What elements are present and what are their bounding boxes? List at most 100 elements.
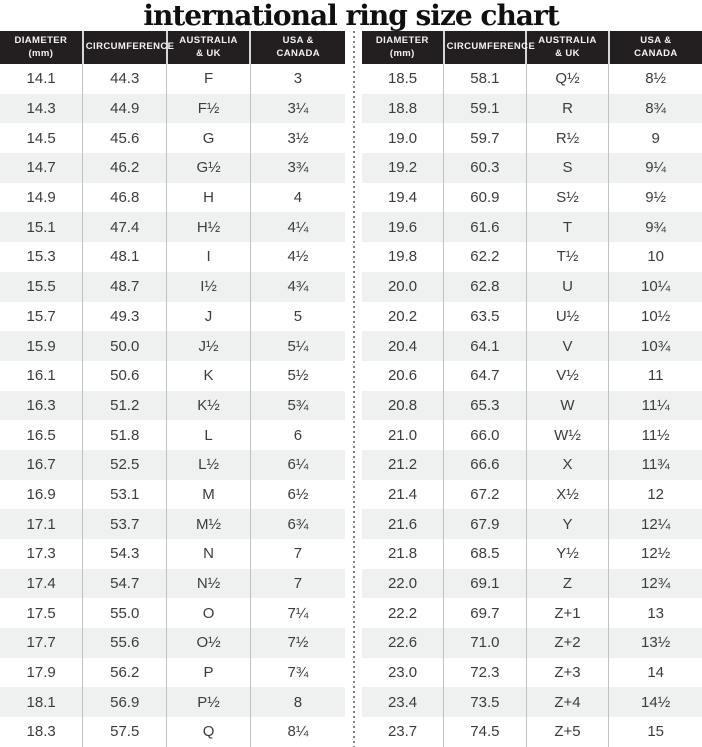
table-cell: P xyxy=(166,657,251,688)
table-cell: 18.3 xyxy=(0,717,83,747)
table-cell: 13½ xyxy=(608,628,702,658)
table-cell: U½ xyxy=(525,301,609,332)
table-cell: 21.6 xyxy=(362,509,444,539)
table-cell: 19.2 xyxy=(362,153,444,183)
table-cell: 51.2 xyxy=(82,390,167,421)
table-cell: 64.1 xyxy=(443,331,527,361)
table-cell: I xyxy=(166,242,251,272)
table-cell: 21.0 xyxy=(362,420,444,450)
table-row: 18.8 59.1 R 8¾ xyxy=(362,93,702,124)
table-cell: 45.6 xyxy=(82,123,167,154)
table-cell: 17.9 xyxy=(0,657,83,688)
table-cell: O½ xyxy=(166,628,251,658)
table-cell: 8¾ xyxy=(608,93,702,124)
table-cell: 14 xyxy=(608,657,702,688)
table-cell: 21.2 xyxy=(362,449,444,480)
ring-size-table-right: DIAMETER (mm) CIRCUMFERENCE AUSTRALIA & UK US… xyxy=(362,31,702,747)
table-cell: 74.5 xyxy=(443,717,527,747)
table-cell: 3½ xyxy=(249,123,345,154)
table-cell: 14.1 xyxy=(0,64,83,94)
table-cell: 56.2 xyxy=(82,657,167,688)
table-cell: 5½ xyxy=(249,360,345,391)
table-cell: 9¾ xyxy=(608,212,702,243)
table-row: 17.4 54.7 N½ 7 xyxy=(0,568,345,599)
table-row: 17.9 56.2 P 7¾ xyxy=(0,657,345,688)
table-cell: 20.6 xyxy=(362,360,444,391)
table-cell: 46.2 xyxy=(82,153,167,183)
table-row: 15.3 48.1 I 4½ xyxy=(0,242,345,272)
table-cell: 20.2 xyxy=(362,301,444,332)
table-cell: I½ xyxy=(166,271,251,302)
table-cell: W½ xyxy=(525,420,609,450)
table-cell: 16.7 xyxy=(0,449,83,480)
table-cell: 9½ xyxy=(608,182,702,213)
table-cell: 60.9 xyxy=(443,182,527,213)
table-cell: 8½ xyxy=(608,64,702,94)
table-cell: 6¼ xyxy=(249,449,345,480)
table-cell: 4¾ xyxy=(249,271,345,302)
table-cell: 10¾ xyxy=(608,331,702,361)
table-cell: 19.6 xyxy=(362,212,444,243)
table-cell: L xyxy=(166,420,251,450)
table-cell: Q xyxy=(166,717,251,747)
table-cell: 17.1 xyxy=(0,509,83,539)
table-cell: Z+2 xyxy=(525,628,609,658)
table-row: 17.3 54.3 N 7 xyxy=(0,539,345,569)
table-cell: 3 xyxy=(249,64,345,94)
table-cell: J xyxy=(166,301,251,332)
column-header: AUSTRALIA & UK xyxy=(165,31,251,64)
table-cell: 12¾ xyxy=(608,568,702,599)
table-cell: Z+4 xyxy=(525,687,609,718)
table-cell: W xyxy=(525,390,609,421)
table-cell: 15 xyxy=(608,717,702,747)
table-cell: Q½ xyxy=(525,64,609,94)
table-cell: 17.7 xyxy=(0,628,83,658)
table-cell: S½ xyxy=(525,182,609,213)
table-cell: X xyxy=(525,449,609,480)
table-row: 19.6 61.6 T 9¾ xyxy=(362,212,702,243)
table-cell: 54.7 xyxy=(82,568,167,599)
table-cell: 46.8 xyxy=(82,182,167,213)
table-cell: 4½ xyxy=(249,242,345,272)
table-cell: 8¼ xyxy=(249,717,345,747)
table-cell: 12 xyxy=(608,479,702,510)
table-cell: 53.1 xyxy=(82,479,167,510)
table-row: 22.0 69.1 Z 12¾ xyxy=(362,568,702,599)
table-cell: H xyxy=(166,182,251,213)
table-cell: Z+1 xyxy=(525,598,609,629)
table-cell: 7¾ xyxy=(249,657,345,688)
table-cell: 63.5 xyxy=(443,301,527,332)
table-cell: 67.2 xyxy=(443,479,527,510)
table-cell: 10 xyxy=(608,242,702,272)
table-cell: T xyxy=(525,212,609,243)
table-cell: 3¾ xyxy=(249,153,345,183)
column-header: CIRCUMFERENCE xyxy=(81,31,174,64)
table-cell: Z+3 xyxy=(525,657,609,688)
table-cell: 7½ xyxy=(249,628,345,658)
table-row: 14.7 46.2 G½ 3¾ xyxy=(0,153,345,183)
table-cell: 9 xyxy=(608,123,702,154)
column-header: USA & CANADA xyxy=(249,31,345,64)
table-cell: 6 xyxy=(249,420,345,450)
table-row: 14.5 45.6 G 3½ xyxy=(0,123,345,154)
table-cell: 13 xyxy=(608,598,702,629)
table-row: 23.0 72.3 Z+3 14 xyxy=(362,657,702,688)
table-cell: 11 xyxy=(608,360,702,391)
table-row: 16.7 52.5 L½ 6¼ xyxy=(0,449,345,480)
table-cell: 19.8 xyxy=(362,242,444,272)
table-row: 14.9 46.8 H 4 xyxy=(0,182,345,213)
table-cell: 6½ xyxy=(249,479,345,510)
table-cell: G xyxy=(166,123,251,154)
table-cell: 62.8 xyxy=(443,271,527,302)
table-row: 20.6 64.7 V½ 11 xyxy=(362,360,702,391)
table-cell: 14½ xyxy=(608,687,702,718)
table-cell: J½ xyxy=(166,331,251,361)
table-row: 21.2 66.6 X 11¾ xyxy=(362,449,702,480)
tables-container: DIAMETER (mm) CIRCUMFERENCE AUSTRALIA & UK US… xyxy=(0,31,702,747)
table-row: 15.9 50.0 J½ 5¼ xyxy=(0,331,345,361)
table-row: 16.3 51.2 K½ 5¾ xyxy=(0,390,345,421)
column-header: USA & CANADA xyxy=(607,31,702,64)
table-cell: 60.3 xyxy=(443,153,527,183)
table-cell: 50.0 xyxy=(82,331,167,361)
table-cell: 12¼ xyxy=(608,509,702,539)
